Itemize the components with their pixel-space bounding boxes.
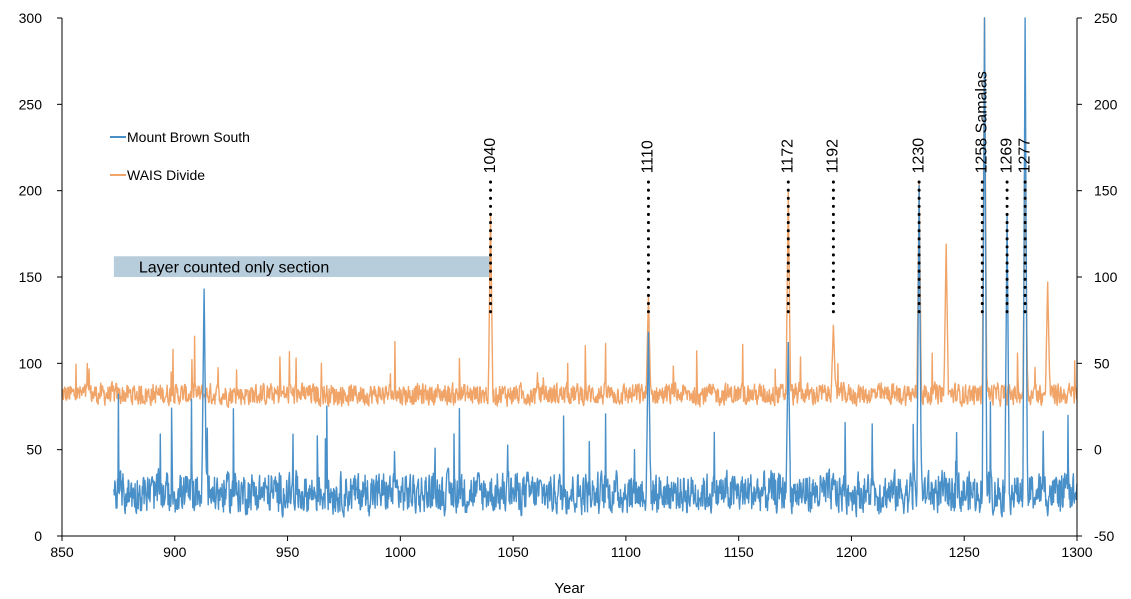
- event-label-1172: 1172: [780, 139, 797, 174]
- x-tick-label: 1150: [724, 544, 754, 560]
- y-left-tick-label: 200: [19, 183, 43, 199]
- y-right-tick-label: 100: [1094, 269, 1118, 285]
- y-left-tick-label: 150: [19, 269, 43, 285]
- layer-counted-band: [113, 256, 491, 277]
- series-line-mount-brown-south: [113, 17, 1078, 518]
- event-label-1110: 1110: [640, 140, 657, 173]
- legend: Mount Brown South WAIS Divide: [110, 129, 250, 183]
- x-tick-label: 1000: [385, 544, 416, 560]
- x-axis-title: Year: [554, 580, 584, 597]
- x-tick-label: 1100: [611, 544, 641, 560]
- y-right-tick-label: -50: [1094, 528, 1114, 544]
- event-label-1258: 1258 Samalas: [973, 71, 990, 173]
- x-tick-label: 900: [163, 544, 187, 560]
- y-right-tick-label: 250: [1094, 10, 1118, 26]
- y-left-tick-label: 300: [19, 10, 43, 26]
- event-markers: 1040 1110 1172 1192 1230 1258 Samalas 1269 1277: [482, 71, 1033, 319]
- event-label-1230: 1230: [910, 138, 927, 174]
- event-label-1269: 1269: [998, 138, 1015, 174]
- event-label-1192: 1192: [825, 139, 842, 174]
- series-layer: [61, 17, 1078, 518]
- layer-counted-band-group: Layer counted only section: [113, 256, 491, 277]
- x-tick-label: 1250: [949, 544, 980, 560]
- y-left-tick-label: 50: [26, 442, 42, 458]
- tick-labels: 850 900 950 1000 1050 1100 1150 1200 1250 1300050…: [19, 10, 1118, 560]
- layer-counted-band-label: Layer counted only section: [139, 260, 329, 277]
- x-tick-label: 1200: [836, 544, 867, 560]
- event-label-1040: 1040: [482, 138, 499, 174]
- x-tick-label: 950: [276, 544, 300, 560]
- y-left-tick-label: 100: [19, 355, 43, 371]
- x-tick-label: 1050: [498, 544, 529, 560]
- y-left-tick-label: 250: [19, 96, 43, 112]
- event-label-1277: 1277: [1016, 138, 1033, 174]
- y-right-tick-label: 200: [1094, 96, 1118, 112]
- x-tick-label: 1300: [1061, 544, 1092, 560]
- y-left-tick-label: 0: [34, 528, 42, 544]
- y-right-tick-label: 0: [1094, 442, 1102, 458]
- x-tick-label: 850: [50, 544, 74, 560]
- y-right-tick-label: 50: [1094, 355, 1110, 371]
- legend-label-mount-brown-south: Mount Brown South: [127, 129, 250, 145]
- series-line-wais-divide: [61, 17, 1078, 409]
- y-right-tick-label: 150: [1094, 183, 1118, 199]
- legend-label-wais-divide: WAIS Divide: [127, 167, 205, 183]
